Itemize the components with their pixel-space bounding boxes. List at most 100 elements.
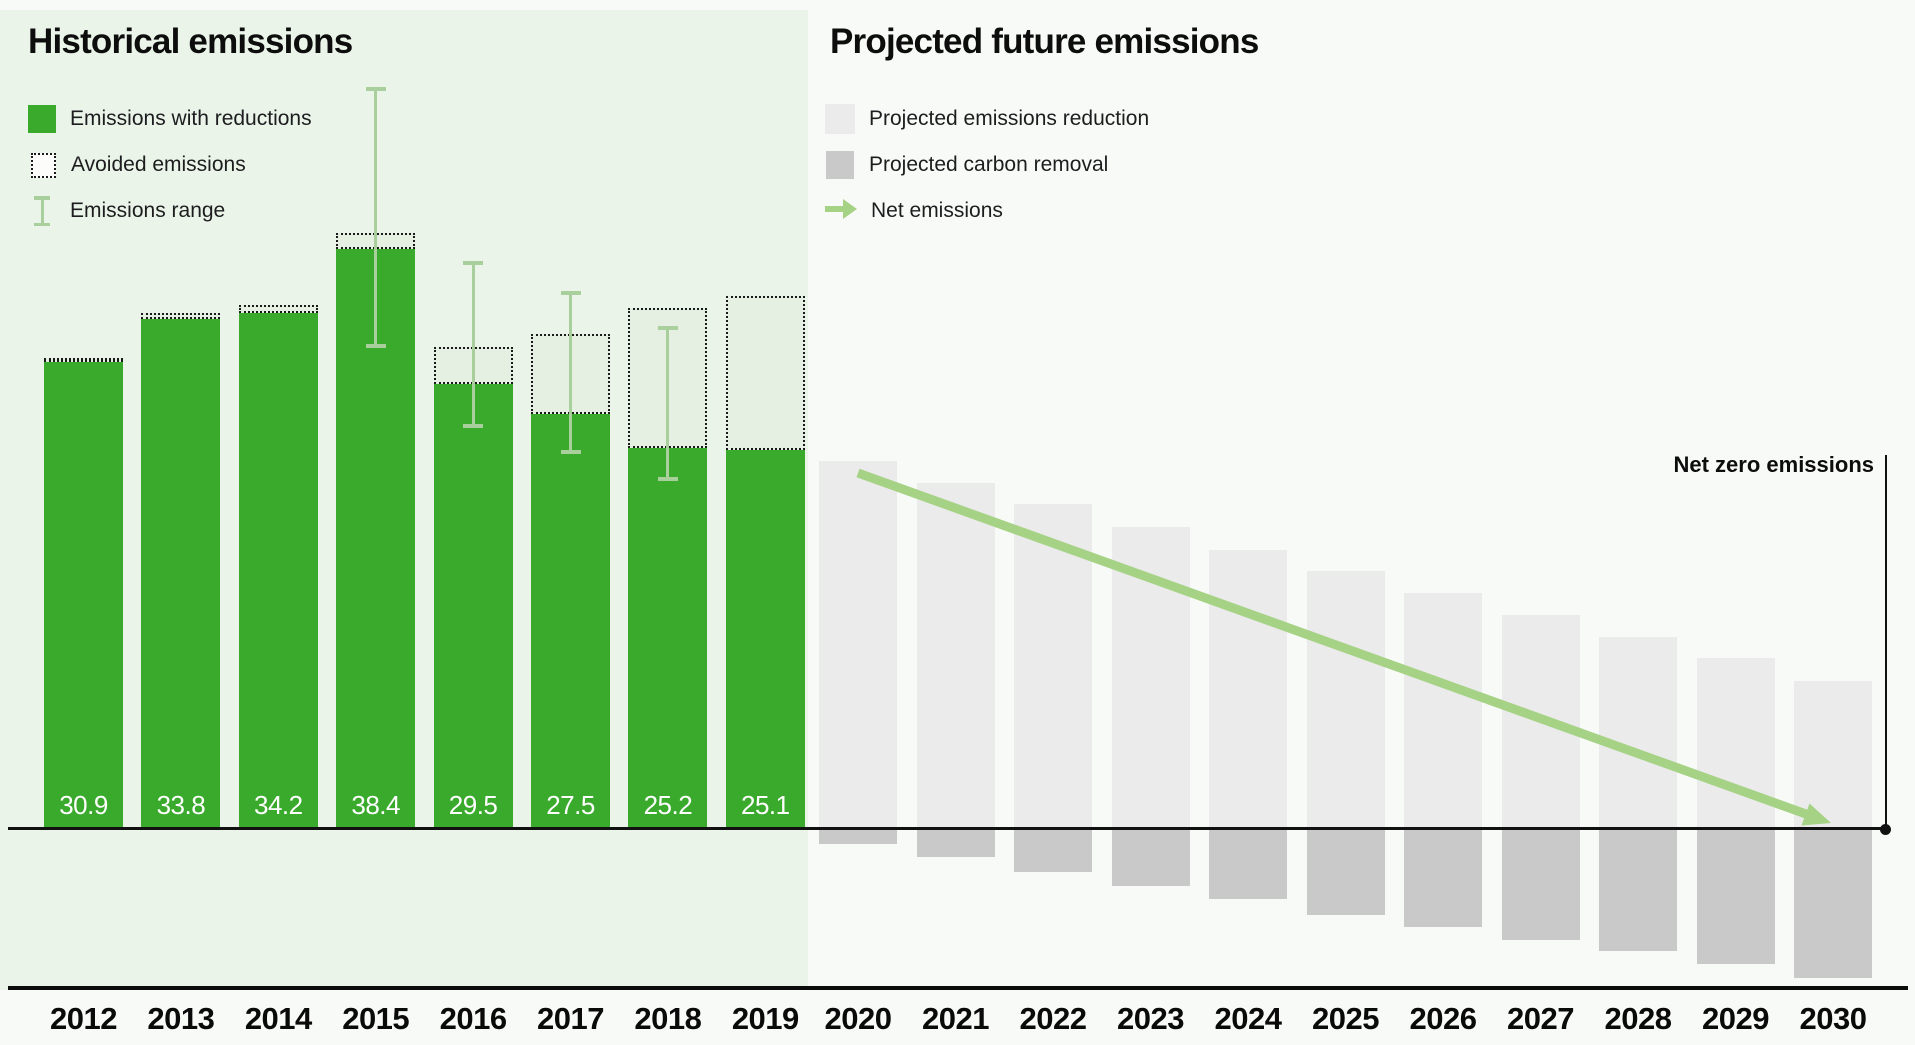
emissions-range-cap	[463, 423, 484, 428]
legend-row-emissions-range: Emissions range	[28, 188, 312, 234]
projected-legend: Projected emissions reduction Projected …	[825, 96, 1149, 234]
emissions-range-cap	[657, 476, 678, 481]
avoided-emissions-box	[238, 305, 318, 313]
emissions-range-line	[374, 89, 378, 346]
emissions-bar	[725, 449, 805, 829]
emissions-range-line	[471, 262, 475, 426]
emissions-range-cap	[365, 343, 386, 348]
emissions-bar	[238, 312, 318, 829]
mid-gray-square-icon	[826, 151, 854, 179]
bar-value-label: 34.2	[253, 790, 303, 820]
projected-reduction-bar	[1209, 549, 1287, 829]
legend-label: Emissions with reductions	[70, 107, 312, 130]
emissions-bar	[44, 362, 123, 829]
year-label: 2027	[1507, 1001, 1574, 1036]
projected-removal-bar	[1014, 830, 1092, 873]
year-label: 2029	[1702, 1001, 1769, 1036]
bar-value-label: 30.9	[59, 790, 108, 820]
net-zero-label: Net zero emissions	[1673, 452, 1874, 477]
year-label: 2024	[1214, 1001, 1282, 1036]
bar-value-label: 25.2	[643, 790, 693, 820]
year-label: 2026	[1409, 1001, 1477, 1036]
emissions-bar	[433, 383, 513, 829]
legend-label: Emissions range	[70, 199, 226, 222]
emissions-range-cap	[365, 87, 386, 92]
legend-row-avoided-emissions: Avoided emissions	[28, 142, 312, 188]
projected-removal-bar	[819, 830, 897, 844]
green-arrow-icon	[825, 198, 857, 225]
zero-axis-line	[8, 827, 1887, 830]
projected-removal-bar	[1599, 830, 1677, 951]
avoided-emissions-box	[44, 357, 123, 363]
year-label: 2018	[634, 1001, 702, 1036]
year-label: 2023	[1117, 1001, 1184, 1036]
emissions-bar	[628, 448, 708, 829]
projected-removal-bar	[916, 830, 995, 858]
dotted-square-icon	[31, 152, 56, 178]
projected-removal-bar	[1501, 830, 1580, 941]
emissions-range-cap	[560, 449, 581, 454]
legend-label: Net emissions	[871, 199, 1003, 222]
year-label: 2020	[824, 1001, 892, 1036]
projected-reduction-bar	[916, 483, 995, 829]
year-label: 2014	[244, 1001, 312, 1036]
projected-removal-bar	[1111, 830, 1190, 886]
historical-title: Historical emissions	[28, 22, 353, 61]
emissions-range-cap	[463, 260, 484, 265]
historical-legend: Emissions with reductions Avoided emissi…	[28, 96, 312, 234]
net-zero-marker-dot	[1880, 824, 1891, 835]
bar-value-label: 25.1	[740, 790, 790, 820]
projected-reduction-bar	[1306, 570, 1385, 829]
bar-value-label: 33.8	[156, 790, 206, 820]
avoided-emissions-box	[725, 295, 805, 450]
projected-reduction-bar	[1404, 593, 1482, 829]
error-bar-line	[40, 196, 44, 226]
emissions-bar	[531, 413, 610, 829]
emissions-range-cap	[657, 325, 678, 330]
bar-value-label: 29.5	[448, 790, 498, 820]
year-label: 2015	[342, 1001, 410, 1036]
avoided-emissions-box	[141, 312, 221, 319]
legend-row-net-emissions: Net emissions	[825, 188, 1149, 234]
projected-removal-bar	[1209, 830, 1287, 900]
net-zero-marker-line	[1885, 455, 1887, 830]
year-label: 2028	[1604, 1001, 1672, 1036]
projected-reduction-bar	[1501, 614, 1580, 829]
green-square-icon	[28, 105, 56, 133]
projected-reduction-bar	[1014, 504, 1092, 829]
year-label: 2013	[147, 1001, 215, 1036]
projected-title: Projected future emissions	[830, 22, 1259, 61]
legend-label: Projected emissions reduction	[869, 107, 1150, 130]
projected-reduction-bar	[1696, 658, 1775, 829]
legend-label: Avoided emissions	[71, 153, 246, 176]
legend-label: Projected carbon removal	[869, 153, 1109, 176]
bar-value-label: 38.4	[351, 790, 400, 820]
bottom-axis-line	[8, 986, 1908, 990]
legend-row-projected-reduction: Projected emissions reduction	[825, 96, 1149, 142]
legend-row-emissions-with-reductions: Emissions with reductions	[28, 96, 312, 142]
year-label: 2030	[1799, 1001, 1867, 1036]
emissions-range-line	[569, 292, 572, 452]
projected-removal-bar	[1306, 830, 1385, 915]
projected-reduction-bar	[1599, 637, 1677, 829]
emissions-bar	[141, 318, 221, 829]
light-gray-square-icon	[825, 104, 855, 134]
error-bar-cap	[34, 222, 50, 226]
legend-row-projected-removal: Projected carbon removal	[825, 142, 1149, 188]
emissions-range-line	[666, 327, 670, 479]
projected-reduction-bar	[1794, 681, 1872, 829]
bar-value-label: 27.5	[546, 790, 595, 820]
projected-removal-bar	[1404, 830, 1482, 927]
projected-reduction-bar	[819, 460, 897, 829]
year-label: 2021	[922, 1001, 989, 1036]
year-label: 2017	[537, 1001, 604, 1036]
year-label: 2022	[1019, 1001, 1087, 1036]
year-label: 2019	[731, 1001, 799, 1036]
projected-reduction-bar	[1111, 527, 1190, 829]
year-label: 2025	[1312, 1001, 1379, 1036]
year-label: 2016	[439, 1001, 507, 1036]
year-label: 2012	[50, 1001, 117, 1036]
error-bar-icon	[33, 196, 51, 226]
projected-removal-bar	[1696, 830, 1775, 965]
